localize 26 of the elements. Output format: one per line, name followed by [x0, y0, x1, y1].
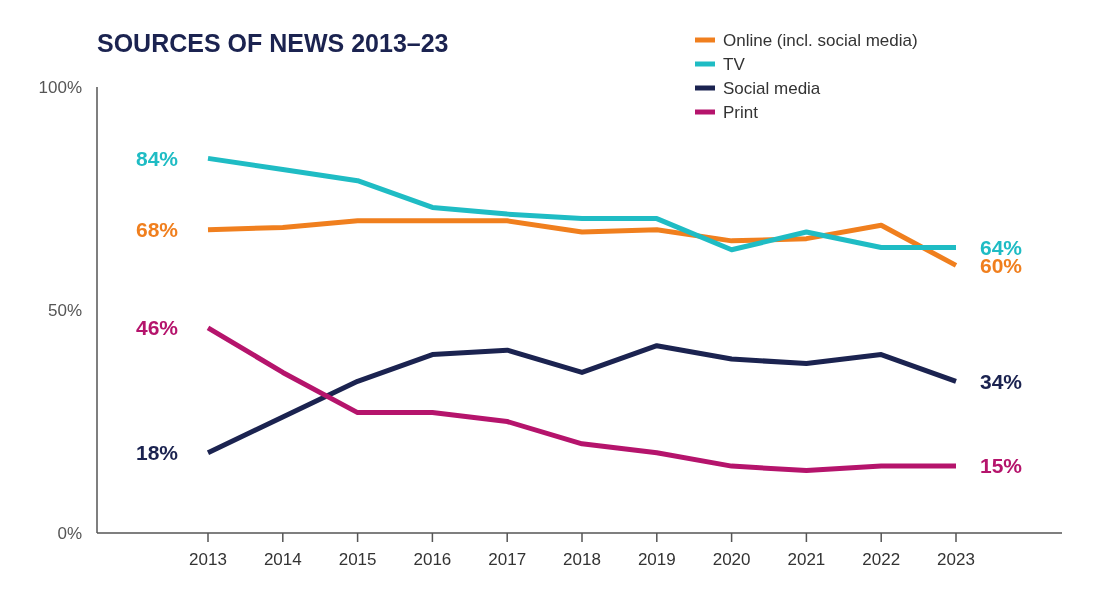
x-tick-label: 2021: [787, 550, 826, 569]
x-tick-label: 2015: [338, 550, 377, 569]
chart-title: SOURCES OF NEWS 2013–23: [97, 29, 449, 57]
data-label: 68%: [135, 218, 179, 242]
x-tick-label: 2023: [937, 550, 975, 569]
y-tick-label: 100%: [38, 77, 82, 97]
x-tick-label: 2014: [263, 550, 302, 569]
data-label: 46%: [135, 316, 179, 340]
x-tick-label: 2019: [637, 550, 676, 569]
data-label: 18%: [135, 441, 179, 465]
x-tick-label: 2017: [488, 550, 527, 569]
data-label: 15%: [980, 454, 1023, 478]
data-label: 64%: [980, 235, 1023, 259]
legend-label: Print: [723, 102, 759, 122]
y-tick-label: 0%: [57, 523, 82, 543]
data-label: 34%: [980, 369, 1023, 393]
data-label: 84%: [135, 146, 179, 170]
y-tick-label: 50%: [47, 300, 82, 320]
x-tick-label: 2016: [413, 550, 452, 569]
x-tick-label: 2018: [563, 550, 601, 569]
x-tick-label: 2013: [189, 550, 227, 569]
legend-label: Social media: [723, 78, 821, 98]
legend-label: TV: [723, 54, 746, 74]
legend-label: Online (incl. social media): [723, 30, 918, 50]
x-tick-label: 2022: [862, 550, 901, 569]
x-tick-label: 2020: [712, 550, 751, 569]
